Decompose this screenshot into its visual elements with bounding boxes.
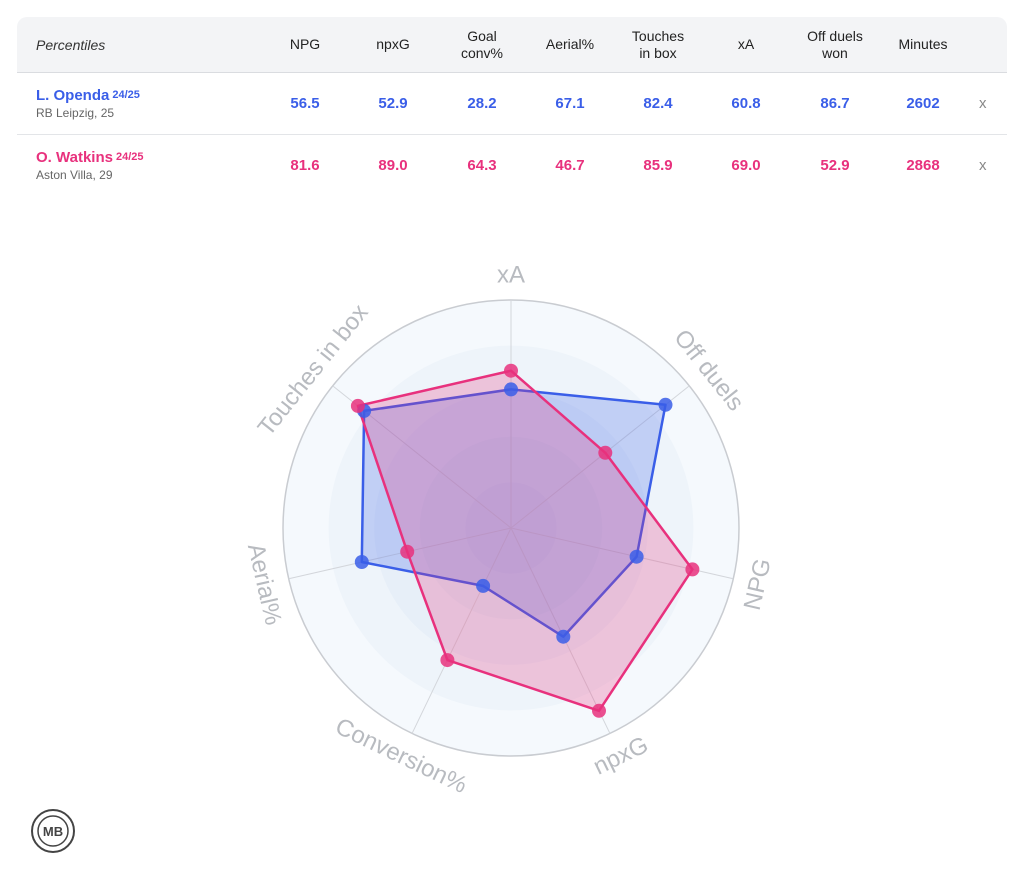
data-point <box>629 549 644 564</box>
data-point <box>440 653 455 668</box>
player-club: RB Leipzig, 25 <box>36 106 115 120</box>
value-minutes: 2602 <box>906 95 940 112</box>
data-point <box>476 578 491 593</box>
value-minutes: 2868 <box>906 157 940 174</box>
grid-spoke <box>411 527 512 734</box>
value-off-duels: 52.9 <box>820 157 850 174</box>
col-header-minutes: Minutes <box>898 36 948 52</box>
player-name[interactable]: L. Openda <box>36 87 110 104</box>
value-touches: 82.4 <box>643 95 673 112</box>
table-row: O. Watkins 24/25 Aston Villa, 29 81.6 89.… <box>17 135 1007 196</box>
value-goal-conv: 28.2 <box>467 95 497 112</box>
value-touches: 85.9 <box>643 157 673 174</box>
player-info: L. Openda 24/25 RB Leipzig, 25 <box>36 87 140 120</box>
data-point <box>504 382 518 397</box>
remove-player-button[interactable]: x <box>979 157 987 174</box>
value-xa: 69.0 <box>731 157 761 174</box>
player-season: 24/25 <box>112 89 140 101</box>
table-title: Percentiles <box>36 36 106 53</box>
col-header-xa: xA <box>737 36 755 52</box>
value-xa: 60.8 <box>731 95 761 112</box>
data-point <box>354 555 369 569</box>
value-npxg: 52.9 <box>378 95 408 112</box>
mb-badge-icon: MB <box>31 809 75 853</box>
col-header-off-duels: Off duels won <box>807 27 863 61</box>
data-point <box>598 445 613 460</box>
data-point <box>592 703 606 718</box>
axis-label: NPG <box>739 556 777 613</box>
col-header-npxg: npxG <box>376 36 410 52</box>
value-aerial: 46.7 <box>555 157 585 174</box>
data-point <box>658 397 673 412</box>
percentile-table: Percentiles NPG npxG Goal conv% Aerial% … <box>17 17 1007 196</box>
col-header-touches: Touches in box <box>631 27 685 61</box>
data-point <box>350 398 365 413</box>
series-area-2 <box>356 369 694 713</box>
value-off-duels: 86.7 <box>820 95 850 112</box>
axis-label: xA <box>497 262 525 289</box>
table-row: L. Openda 24/25 RB Leipzig, 25 56.5 52.9 … <box>17 73 1007 135</box>
data-point <box>400 544 415 559</box>
logo-text: MB <box>43 824 63 839</box>
player-name[interactable]: O. Watkins <box>36 149 113 166</box>
player-info: O. Watkins 24/25 Aston Villa, 29 <box>36 149 144 182</box>
data-point <box>556 629 571 644</box>
data-point <box>504 363 518 378</box>
col-header-goal-conv: Goal conv% <box>460 27 504 61</box>
value-npg: 56.5 <box>290 95 320 112</box>
value-goal-conv: 64.3 <box>467 157 497 174</box>
value-npxg: 89.0 <box>378 157 408 174</box>
value-npg: 81.6 <box>290 157 320 174</box>
data-point <box>685 562 700 577</box>
player-club: Aston Villa, 29 <box>36 168 113 182</box>
series-area-1 <box>360 388 667 638</box>
player-season: 24/25 <box>115 151 144 163</box>
axis-label: Aerial% <box>242 541 287 628</box>
value-aerial: 67.1 <box>555 95 585 112</box>
grid-spoke <box>288 527 512 580</box>
col-header-aerial: Aerial% <box>545 36 595 52</box>
remove-player-button[interactable]: x <box>979 95 987 112</box>
col-header-npg: NPG <box>289 36 321 52</box>
table-header: Percentiles NPG npxG Goal conv% Aerial% … <box>17 17 1007 73</box>
